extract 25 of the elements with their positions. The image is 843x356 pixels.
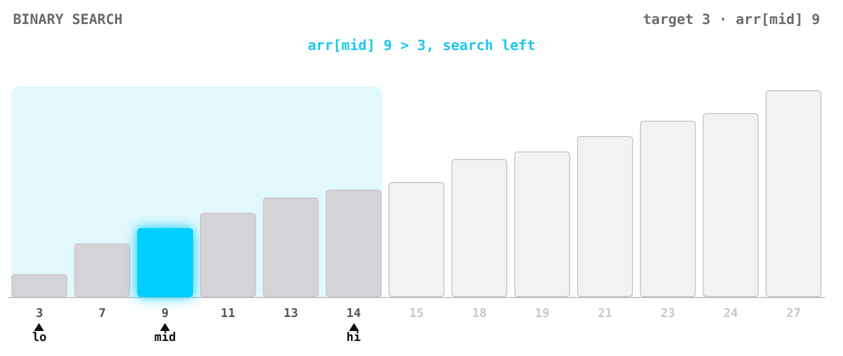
bar bbox=[766, 90, 822, 297]
bar bbox=[11, 274, 68, 297]
x-tick-label: 7 bbox=[98, 306, 106, 320]
bar bbox=[137, 228, 194, 297]
x-tick-label: 3 bbox=[36, 306, 44, 320]
bar bbox=[640, 120, 696, 297]
chart-title: BINARY SEARCH bbox=[13, 12, 123, 28]
bar bbox=[451, 159, 508, 297]
annotation: mid bbox=[154, 330, 176, 344]
bar bbox=[262, 198, 319, 297]
bar bbox=[577, 136, 634, 297]
x-tick-label: 14 bbox=[346, 306, 361, 320]
bar bbox=[74, 243, 130, 297]
x-tick-label: 13 bbox=[284, 306, 298, 320]
x-tick-label: 9 bbox=[162, 306, 169, 320]
x-tick-label: 11 bbox=[220, 306, 236, 320]
bar bbox=[702, 113, 759, 297]
bar bbox=[326, 190, 382, 297]
annotation: hi bbox=[346, 330, 361, 344]
bar bbox=[514, 151, 570, 297]
chart-subtitle: target 3 · arr[mid] 9 bbox=[642, 12, 820, 28]
bar bbox=[388, 182, 444, 297]
text: arr[mid] 9 > 3, search left bbox=[308, 38, 536, 54]
annotation: lo bbox=[32, 330, 47, 344]
bar bbox=[200, 212, 256, 297]
